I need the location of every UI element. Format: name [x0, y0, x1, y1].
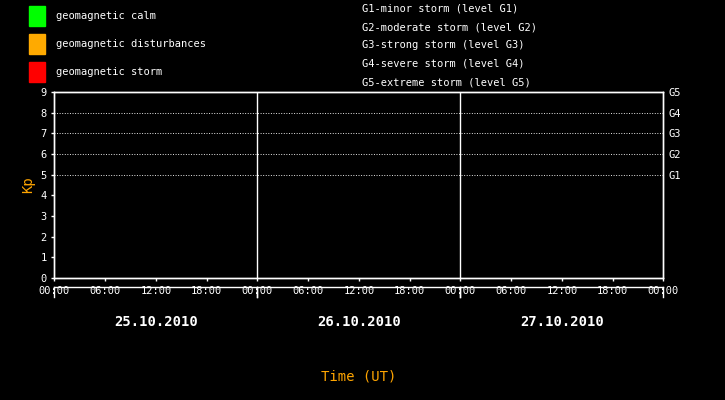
- Text: 27.10.2010: 27.10.2010: [520, 315, 604, 330]
- Text: G2-moderate storm (level G2): G2-moderate storm (level G2): [362, 22, 537, 32]
- Y-axis label: Kp: Kp: [21, 177, 35, 193]
- Text: Time (UT): Time (UT): [321, 369, 397, 383]
- Text: 25.10.2010: 25.10.2010: [114, 315, 198, 330]
- Text: G4-severe storm (level G4): G4-severe storm (level G4): [362, 59, 525, 69]
- Text: G3-strong storm (level G3): G3-strong storm (level G3): [362, 40, 525, 50]
- Text: geomagnetic calm: geomagnetic calm: [56, 11, 156, 21]
- Bar: [29, 62, 45, 82]
- Text: geomagnetic disturbances: geomagnetic disturbances: [56, 39, 206, 49]
- Bar: [29, 6, 45, 26]
- Text: G5-extreme storm (level G5): G5-extreme storm (level G5): [362, 78, 531, 88]
- Text: geomagnetic storm: geomagnetic storm: [56, 67, 162, 77]
- Text: 26.10.2010: 26.10.2010: [317, 315, 401, 330]
- Bar: [29, 34, 45, 54]
- Text: G1-minor storm (level G1): G1-minor storm (level G1): [362, 4, 519, 14]
